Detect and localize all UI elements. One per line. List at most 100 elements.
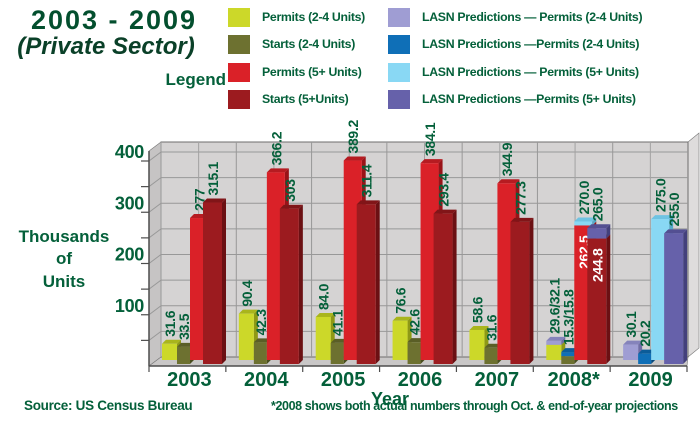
bar-2008-permits5-prediction-cap-side [592,217,597,226]
bar-2009-predPermits24-top [623,340,643,345]
bar-2007-starts5-face [510,221,530,364]
y-tick-label: 200 [115,245,144,265]
bar-value-label: 30.1 [623,311,639,338]
wall-gridline [148,202,162,213]
legend-item-predStarts24: LASN Predictions —Permits (2-4 Units) [388,35,688,55]
source-credit: Source: US Census Bureau [24,398,193,413]
legend-item-predStarts5: LASN Predictions —Permits (5+ Units) [388,89,688,110]
x-tick-label: 2009 [628,369,673,391]
bar-2009-predStarts24-top [638,349,656,354]
bar-value-label: 344.9 [499,142,515,176]
y-axis-title-line: of [55,249,73,269]
bar-2006-starts24-face [407,342,421,364]
legend-label: Permits (5+ Units) [262,64,362,79]
bar-2007-permits5-top [497,179,520,184]
bar-2003-permits24-top [162,339,181,344]
bar-2004-starts5-face [279,208,299,364]
bar-2008-permits24-face [546,344,562,360]
legend-label: LASN Predictions —Permits (2-4 Units) [422,37,640,52]
legend-label: LASN Predictions —Permits (5+ Units) [422,91,636,106]
bar-value-label: 15.3/15.8 [560,289,576,345]
legend-label: LASN Predictions — Permits (2-4 Units) [422,10,643,24]
bar-value-label: 41.1 [330,309,346,336]
legend-item-permits24: Permits (2-4 Units) [228,8,388,28]
bar-2008-starts24-face [561,356,575,364]
bar-2003-starts5-side [222,198,226,364]
y-tick-label: 100 [115,296,144,316]
legend-left-column: Permits (2-4 Units) Starts (2-4 Units) Per… [228,0,388,115]
legend-swatch-starts24 [228,35,250,55]
x-tick-label: 2007 [475,369,520,391]
bar-2008-permits24-prediction-cap-face [546,340,562,345]
bar-2004-starts5-side [298,204,303,364]
bar-2005-permits5-top [343,156,366,161]
bar-2008-permits5-prediction-cap-face [574,221,593,226]
bar-2004-permits5-top [266,168,289,173]
bar-value-label: 31.6 [162,310,178,337]
legend-label: Starts (5+Units) [262,91,349,106]
wall-gridline [148,151,162,162]
bar-2008-starts5-side [606,234,611,364]
legend-swatch-predStarts24 [388,35,410,55]
bar-value-label: 42.3 [253,309,269,336]
bar-2006-starts24-top [407,338,425,343]
wall-gridline [148,228,162,239]
legend-item-predPermits24: LASN Predictions — Permits (2-4 Units) [388,8,688,28]
legend-title: Legend [165,70,226,89]
right-wall [687,132,700,358]
bar-value-label: 255.0 [666,192,682,226]
y-axis-title: Thousands of Units [6,226,122,293]
footnote-2008: *2008 shows both actual numbers through … [271,399,678,413]
bar-value-label: 389.2 [345,119,361,153]
legend-swatch-permits5 [228,62,250,82]
bar-2007-permits24-face [469,329,485,360]
bar-2005-starts24-face [330,342,344,364]
bar-2007-starts24-face [484,347,498,364]
bar-value-label: 311.4 [359,164,375,197]
y-tick-label: 400 [115,142,144,162]
bar-2009-predStarts5-top [664,229,688,234]
legend-swatch-predPermits24 [388,8,410,27]
legend-swatch-predStarts5 [388,89,410,109]
wall-gridline [148,279,162,290]
bar-2003-permits24-face [162,343,177,360]
bar-value-label: 293.4 [436,173,452,207]
bar-2007-starts5-side [529,217,534,364]
bar-2008-starts24-prediction-cap-face [561,352,575,357]
x-tick-label: 2003 [167,369,212,391]
bar-2009-predStarts5-side [683,229,688,364]
bar-value-label: 303 [282,179,298,202]
bar-2005-permits24-face [315,316,331,360]
bar-2007-starts24-top [484,343,502,348]
wall-gridline [148,177,162,188]
bar-value-label: 277.3 [512,181,528,215]
legend-right-column: LASN Predictions — Permits (2-4 Units) LA… [388,0,688,115]
bar-2009-predStarts24-face [638,353,652,364]
bar-value-label: 384.1 [422,122,438,156]
bar-value-label: 29.6/32.1 [546,278,562,334]
bar-2004-starts24-face [253,342,267,364]
bar-value-label: 33.5 [176,313,192,340]
bar-2003-starts24-face [177,346,190,364]
bar-2008-starts5-prediction-cap-top [587,224,611,229]
x-tick-label: 2006 [398,369,443,391]
bar-2006-starts5-top [433,209,457,214]
bar-2005-starts5-top [356,200,380,205]
bar-2006-starts5-face [433,213,453,364]
bar-value-label: 366.2 [268,131,284,165]
bar-2009-predPermits24-face [623,344,639,360]
bar-2009-predStarts5-face [664,233,684,364]
x-tick-label: 2008* [548,369,600,391]
bar-2004-permits24-top [238,309,258,314]
bar-value-label: 76.6 [393,287,409,314]
bar-2005-starts24-top [330,338,348,343]
bar-2005-permits24-top [315,312,335,317]
bar-cap-value-label: 270.0 [576,180,592,214]
bar-2007-starts5-top [510,217,534,222]
legend-swatch-predPermits5 [388,62,410,82]
bar-2003-starts5-top [203,198,226,203]
bar-2004-permits24-face [238,313,254,360]
bar-value-label: 31.6 [483,314,499,341]
